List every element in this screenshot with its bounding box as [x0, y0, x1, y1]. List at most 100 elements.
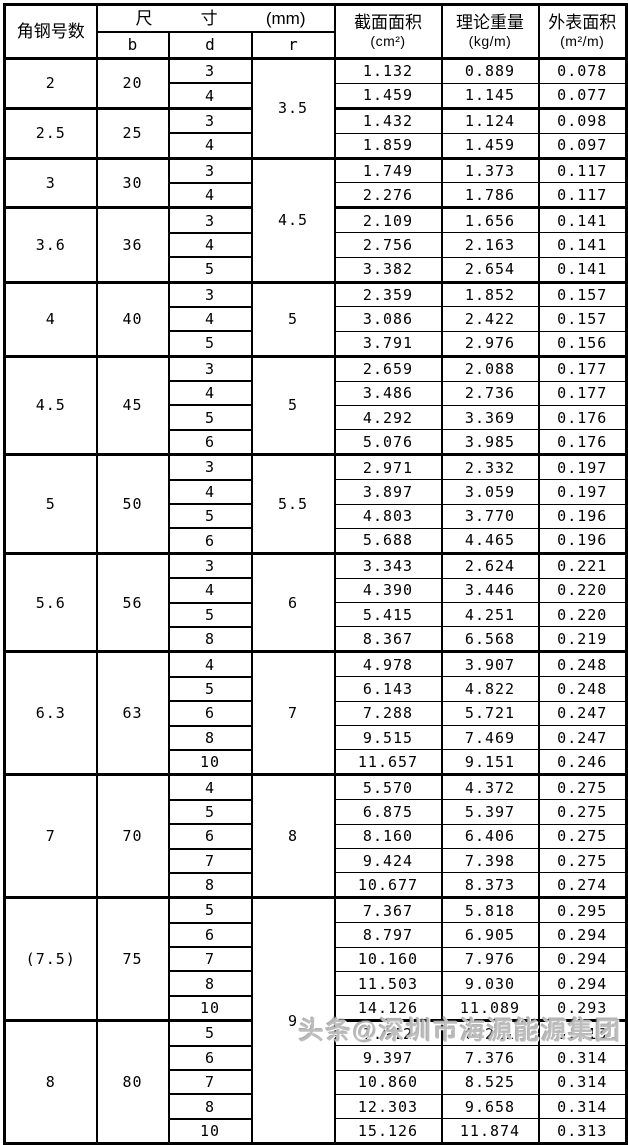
table-row: 6 5.076 3.985 0.176: [5, 428, 628, 456]
cell-d: 3: [167, 551, 253, 580]
cell-theoretical-weight: 4.372: [440, 773, 540, 801]
cell-section-area: 7.288: [333, 700, 443, 727]
cell-theoretical-weight: 1.656: [440, 206, 540, 234]
cell-surface-area: 0.196: [537, 527, 628, 554]
cell-surface-area: 0.246: [537, 749, 628, 776]
cell-section-area: 8.160: [333, 823, 443, 850]
cell-surface-area: 0.077: [537, 82, 628, 109]
cell-theoretical-weight: 2.163: [440, 232, 540, 258]
cell-section-area: 3.897: [333, 479, 443, 505]
cell-d: 4: [167, 132, 253, 160]
cell-d: 5: [167, 896, 253, 924]
table-row: 5 6.875 5.397 0.275: [5, 798, 628, 826]
header-size-char-2: 寸: [200, 8, 218, 28]
toutiao-watermark: 头条@深圳市海源能源集团: [298, 1017, 622, 1045]
cell-theoretical-weight: 8.525: [440, 1069, 540, 1095]
cell-theoretical-weight: 3.985: [440, 429, 540, 456]
table-row: 8 11.503 9.030 0.294: [5, 970, 628, 997]
cell-section-area: 9.424: [333, 847, 443, 874]
table-row: 5 50 3 5.5 2.971 2.332 0.197: [3, 453, 628, 554]
cell-d: 4: [167, 577, 253, 604]
table-row: 5 4.803 3.770 0.196: [5, 503, 628, 530]
table-row: 7 70 4 8 5.570 4.372 0.275: [3, 773, 628, 899]
cell-b: 45: [95, 354, 170, 456]
cell-d: 5: [167, 675, 253, 703]
cell-theoretical-weight: 7.976: [440, 946, 540, 972]
cell-surface-area: 0.219: [537, 626, 628, 653]
cell-theoretical-weight: 4.822: [440, 676, 540, 702]
cell-surface-area: 0.117: [537, 182, 628, 209]
table-row: 4 2.276 1.786 0.117: [5, 181, 628, 209]
table-row: 5 6.143 4.822 0.248: [5, 675, 628, 703]
cell-theoretical-weight: 7.398: [440, 847, 540, 874]
cell-theoretical-weight: 9.658: [440, 1093, 540, 1120]
cell-theoretical-weight: 3.369: [440, 404, 540, 431]
cell-surface-area: 0.248: [537, 676, 628, 702]
cell-theoretical-weight: 2.422: [440, 306, 540, 332]
cell-surface-area: 0.141: [537, 206, 628, 234]
cell-section-area: 2.276: [333, 182, 443, 209]
table-row: 8 8.367 6.568 0.219: [5, 625, 628, 653]
cell-theoretical-weight: 2.976: [440, 330, 540, 357]
cell-b: 30: [95, 156, 170, 209]
cell-theoretical-weight: 1.786: [440, 182, 540, 209]
cell-angle-number: 2: [3, 57, 98, 109]
cell-theoretical-weight: 5.721: [440, 700, 540, 727]
cell-d: 6: [167, 700, 253, 727]
header-size-char-1: 尺: [135, 8, 153, 28]
table-row: 4 40 3 5 2.359 1.852 0.157: [3, 280, 628, 357]
cell-section-area: 1.459: [333, 82, 443, 109]
header-section-area-title: 截面面积: [354, 13, 422, 33]
cell-angle-number: 8: [3, 1019, 98, 1145]
cell-d: 6: [167, 823, 253, 850]
cell-section-area: 9.515: [333, 725, 443, 751]
header-angle-number: 角钢号数: [3, 3, 98, 60]
table-row: 6.3 63 4 7 4.978 3.907 0.248: [3, 650, 628, 776]
cell-theoretical-weight: 8.373: [440, 872, 540, 899]
cell-d: 3: [167, 156, 253, 184]
cell-d: 5: [167, 601, 253, 629]
cell-section-area: 11.657: [333, 749, 443, 776]
cell-theoretical-weight: 9.151: [440, 749, 540, 776]
cell-r: 4.5: [250, 156, 336, 283]
cell-section-area: 3.086: [333, 306, 443, 332]
cell-section-area: 1.859: [333, 132, 443, 159]
cell-d: 4: [167, 380, 253, 407]
cell-surface-area: 0.247: [537, 725, 628, 751]
cell-section-area: 2.109: [333, 206, 443, 234]
cell-section-area: 7.912: [333, 1019, 443, 1047]
cell-section-area: 8.797: [333, 922, 443, 948]
cell-d: 4: [167, 181, 253, 209]
cell-r: 5: [250, 280, 336, 357]
cell-surface-area: 0.197: [537, 453, 628, 481]
cell-surface-area: 0.294: [537, 970, 628, 997]
cell-section-area: 3.486: [333, 380, 443, 406]
cell-surface-area: 0.078: [537, 57, 628, 84]
table-row: 2 20 3 3.5 1.132 0.889 0.078: [3, 57, 628, 159]
cell-section-area: 7.367: [333, 896, 443, 924]
cell-surface-area: 0.275: [537, 799, 628, 825]
cell-section-area: 2.756: [333, 232, 443, 258]
cell-surface-area: 0.247: [537, 700, 628, 727]
cell-theoretical-weight: 2.624: [440, 551, 540, 579]
cell-surface-area: 0.275: [537, 847, 628, 874]
cell-theoretical-weight: 6.568: [440, 626, 540, 653]
table-row: 4 2.756 2.163 0.141: [5, 231, 628, 259]
header-r: r: [250, 30, 336, 60]
table-row: 4 3.897 3.059 0.197: [5, 478, 628, 506]
cell-d: 4: [167, 231, 253, 259]
cell-theoretical-weight: 5.397: [440, 799, 540, 825]
cell-b: 70: [95, 773, 170, 899]
cell-d: 4: [167, 305, 253, 333]
cell-surface-area: 0.157: [537, 280, 628, 308]
cell-section-area: 5.570: [333, 773, 443, 801]
cell-d: 8: [167, 625, 253, 653]
cell-theoretical-weight: 11.874: [440, 1118, 540, 1145]
cell-surface-area: 0.275: [537, 823, 628, 850]
cell-section-area: 1.749: [333, 156, 443, 184]
cell-d: 3: [167, 106, 253, 135]
cell-theoretical-weight: 7.469: [440, 725, 540, 751]
cell-r: 5.5: [250, 453, 336, 554]
cell-theoretical-weight: 3.446: [440, 577, 540, 604]
cell-r: 8: [250, 773, 336, 899]
